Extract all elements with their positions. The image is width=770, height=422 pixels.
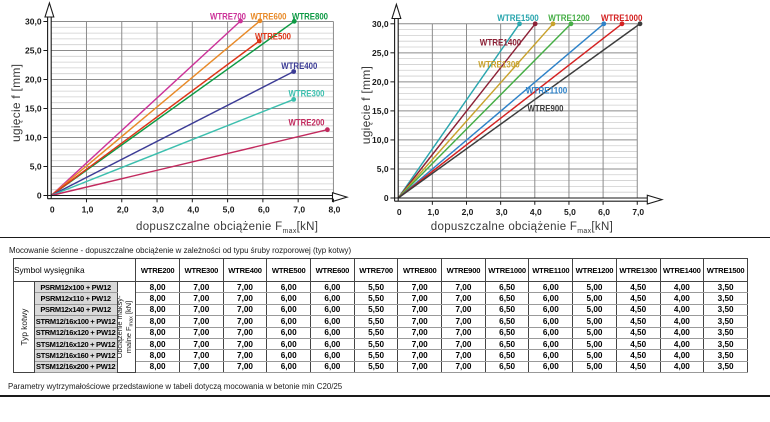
svg-text:15,0: 15,0 [372,106,389,116]
svg-text:25,0: 25,0 [372,48,389,58]
svg-text:dopuszczalne obciążenie Fmax[k: dopuszczalne obciążenie Fmax[kN] [136,221,318,235]
svg-text:1,0: 1,0 [427,207,439,217]
svg-text:WTRE1200: WTRE1200 [548,13,590,23]
svg-text:ugięcie f [mm]: ugięcie f [mm] [9,64,23,142]
svg-text:WTRE1400: WTRE1400 [480,38,522,48]
svg-text:WTRE1300: WTRE1300 [478,59,520,69]
svg-text:WTRE200: WTRE200 [289,118,325,128]
svg-text:WTRE1000: WTRE1000 [601,13,643,23]
svg-text:2,0: 2,0 [117,205,129,215]
svg-text:30,0: 30,0 [25,17,42,27]
svg-text:4,0: 4,0 [187,205,199,215]
svg-text:ugięcie f [mm]: ugięcie f [mm] [359,66,373,144]
svg-text:5,0: 5,0 [223,205,235,215]
svg-text:WTRE900: WTRE900 [528,104,564,114]
svg-text:10,0: 10,0 [372,135,389,145]
svg-text:WTRE1500: WTRE1500 [497,13,539,23]
svg-text:5,0: 5,0 [564,207,576,217]
svg-text:20,0: 20,0 [372,77,389,87]
svg-text:0: 0 [50,205,55,215]
svg-text:25,0: 25,0 [25,46,42,56]
svg-text:WTRE700: WTRE700 [210,12,246,22]
svg-text:3,0: 3,0 [496,207,508,217]
svg-text:WTRE1100: WTRE1100 [526,86,568,96]
svg-text:1,0: 1,0 [82,205,94,215]
svg-text:0: 0 [37,191,42,201]
svg-text:0: 0 [384,193,389,203]
svg-text:30,0: 30,0 [372,19,389,29]
svg-text:2,0: 2,0 [462,207,474,217]
svg-text:15,0: 15,0 [25,104,42,114]
svg-text:5,0: 5,0 [377,164,389,174]
svg-text:WTRE600: WTRE600 [251,12,287,22]
svg-text:7,0: 7,0 [293,205,305,215]
svg-text:6,0: 6,0 [258,205,270,215]
svg-text:dopuszczalne obciążenie Fmax[k: dopuszczalne obciążenie Fmax[kN] [431,221,613,235]
svg-text:8,0: 8,0 [329,205,341,215]
svg-text:20,0: 20,0 [25,75,42,85]
svg-text:7,0: 7,0 [632,207,644,217]
svg-text:6,0: 6,0 [598,207,610,217]
svg-text:WTRE300: WTRE300 [289,89,325,99]
svg-text:0: 0 [397,207,402,217]
svg-text:4,0: 4,0 [530,207,542,217]
svg-text:WTRE400: WTRE400 [281,61,317,71]
svg-text:3,0: 3,0 [152,205,164,215]
svg-text:WTRE800: WTRE800 [292,12,328,22]
svg-text:5,0: 5,0 [30,162,42,172]
svg-text:10,0: 10,0 [25,133,42,143]
svg-text:WTRE500: WTRE500 [255,32,291,42]
